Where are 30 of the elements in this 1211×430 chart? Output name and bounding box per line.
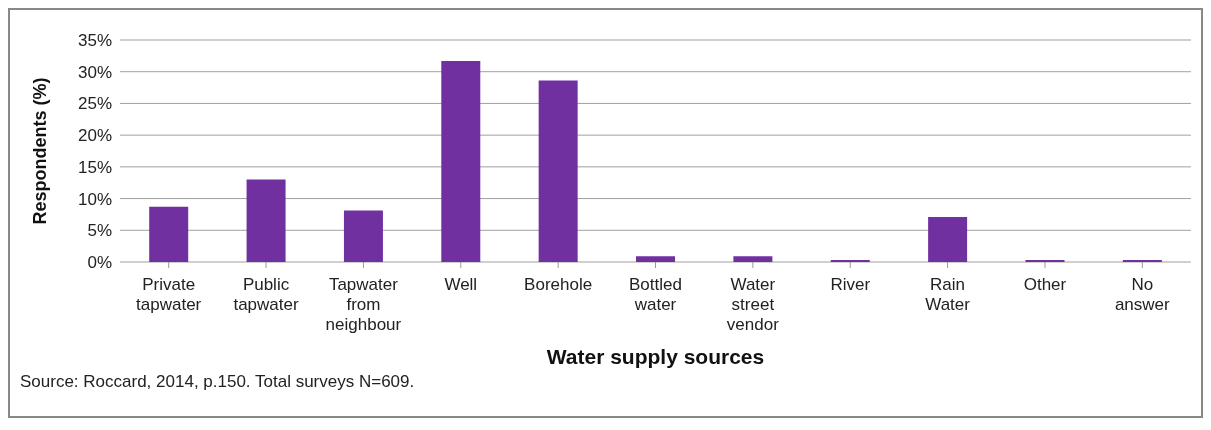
x-tick-label: Rain Water <box>925 275 971 314</box>
bar <box>538 80 578 262</box>
y-tick-label: 0% <box>87 253 112 273</box>
y-tick-label: 10% <box>77 189 112 209</box>
y-axis-title: Respondents (%) <box>30 77 51 225</box>
x-tick-label: Borehole <box>524 275 593 294</box>
bar <box>636 256 676 262</box>
bar <box>441 60 481 262</box>
x-tick-label: Water street vendor <box>726 275 780 334</box>
x-tick-label: No answer <box>1114 275 1171 314</box>
y-tick-label: 20% <box>77 126 112 146</box>
bar <box>733 256 773 262</box>
bar <box>149 206 189 262</box>
y-tick-label: 35% <box>77 31 112 51</box>
bar <box>928 216 968 262</box>
y-tick-label: 25% <box>77 94 112 114</box>
source-note: Source: Roccard, 2014, p.150. Total surveys N=609. <box>20 372 416 392</box>
x-tick-label: River <box>830 275 871 294</box>
y-tick-label: 30% <box>77 62 112 82</box>
x-tick-label: Private tapwater <box>136 275 202 314</box>
x-tick-label: Bottled water <box>629 275 682 314</box>
x-tick-label: Other <box>1023 275 1067 294</box>
y-tick-label: 5% <box>87 221 112 241</box>
x-tick-label: Tapwater from neighbour <box>325 275 402 334</box>
bar <box>343 210 383 262</box>
y-tick-label: 15% <box>77 157 112 177</box>
x-tick-label: Public tapwater <box>233 275 299 314</box>
x-axis-title: Water supply sources <box>546 345 765 368</box>
bar <box>246 179 286 262</box>
x-tick-label: Well <box>444 275 478 294</box>
